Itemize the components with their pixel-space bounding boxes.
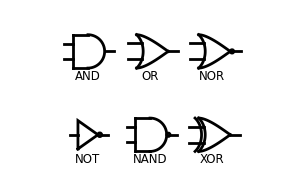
- Text: XOR: XOR: [200, 153, 224, 166]
- Text: AND: AND: [75, 70, 101, 83]
- Text: NOR: NOR: [199, 70, 225, 83]
- Text: NAND: NAND: [133, 153, 167, 166]
- Text: OR: OR: [141, 70, 159, 83]
- Text: NOT: NOT: [75, 153, 100, 166]
